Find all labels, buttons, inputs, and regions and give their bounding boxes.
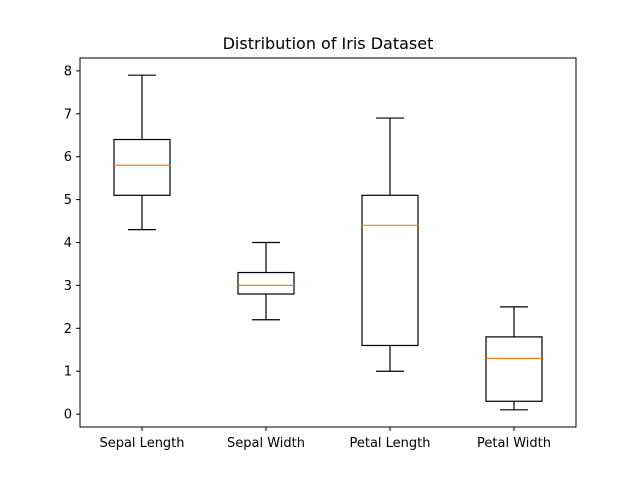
x-tick-label: Sepal Length xyxy=(99,436,184,451)
x-tick-label: Petal Length xyxy=(349,436,430,451)
chart-title: Distribution of Iris Dataset xyxy=(223,34,434,53)
y-tick-label: 1 xyxy=(64,365,72,380)
y-tick-label: 6 xyxy=(64,150,72,165)
plot-area: 0 1 2 3 4 5 6 7 8 Sepal Length Sepal Width Petal Le… xyxy=(64,57,577,451)
box-iqr xyxy=(485,336,543,402)
x-tick-label: Sepal Width xyxy=(227,436,305,451)
y-tick-label: 0 xyxy=(64,408,72,423)
x-tick-label: Petal Width xyxy=(477,436,551,451)
y-tick-label: 3 xyxy=(64,279,72,294)
box-iqr xyxy=(361,194,419,347)
y-tick-label: 2 xyxy=(64,322,72,337)
box-iqr xyxy=(237,271,295,295)
y-tick-label: 7 xyxy=(64,107,72,122)
y-tick-label: 5 xyxy=(64,193,72,208)
axes-frame xyxy=(79,57,577,428)
box-iqr xyxy=(113,138,171,196)
y-tick-label: 8 xyxy=(64,64,72,79)
y-tick-label: 4 xyxy=(64,236,72,251)
